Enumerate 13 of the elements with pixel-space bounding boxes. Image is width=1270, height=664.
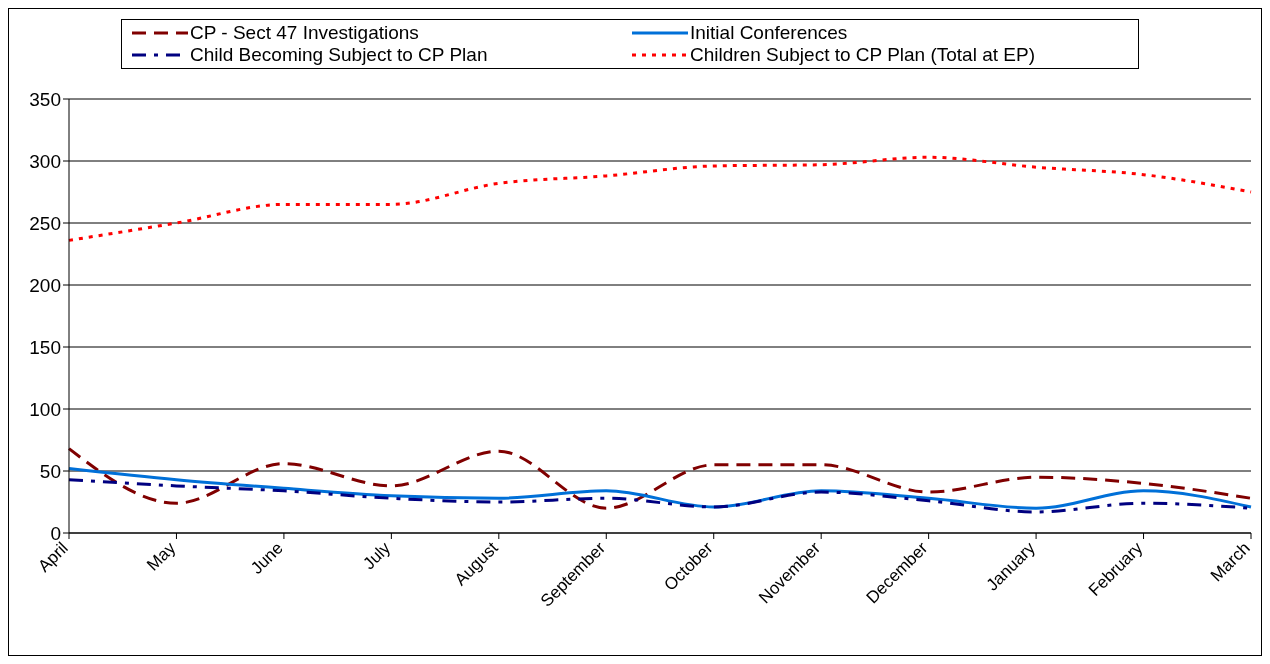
y-tick-label: 250: [29, 212, 61, 234]
x-tick-label: July: [359, 538, 395, 574]
y-tick-label: 350: [29, 88, 61, 110]
y-tick-label: 300: [29, 150, 61, 172]
legend-label: Children Subject to CP Plan (Total at EP): [690, 44, 1035, 66]
y-tick-label: 50: [39, 460, 61, 482]
legend-label: CP - Sect 47 Investigations: [190, 22, 419, 44]
x-tick-label: May: [143, 538, 180, 575]
legend-label: Initial Conferences: [690, 22, 848, 44]
y-tick-label: 100: [29, 398, 61, 420]
legend-label: Child Becoming Subject to CP Plan: [190, 44, 488, 66]
y-tick-label: 200: [29, 274, 61, 296]
y-tick-label: 150: [29, 336, 61, 358]
